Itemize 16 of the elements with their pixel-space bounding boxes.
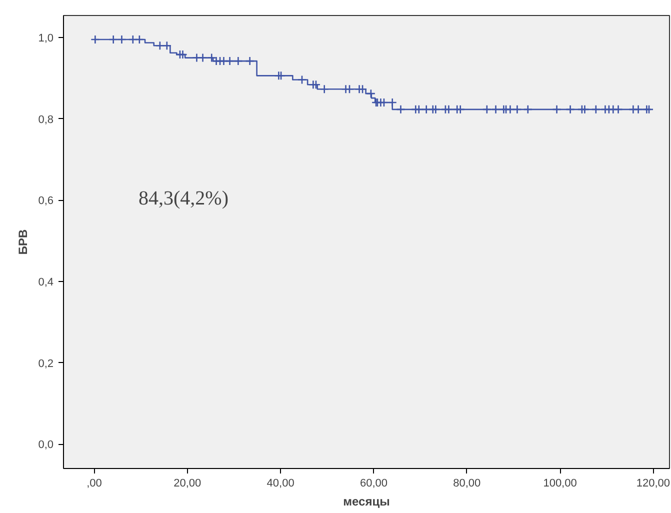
x-tick-label: 120,00 <box>636 478 670 490</box>
y-tick-label: 0,4 <box>38 276 54 288</box>
y-tick-label: 0,8 <box>38 114 54 126</box>
y-tick-label: 1,0 <box>38 32 54 44</box>
x-axis-title: месяцы <box>343 494 390 508</box>
x-tick-label: 80,00 <box>453 478 481 490</box>
x-tick-label: 40,00 <box>266 478 294 490</box>
y-tick-label: 0,2 <box>38 358 54 370</box>
x-tick-label: 100,00 <box>543 478 577 490</box>
x-tick-label: 20,00 <box>174 478 202 490</box>
y-tick-label: 0,6 <box>38 195 54 208</box>
x-tick-label: 60,00 <box>360 478 388 490</box>
y-axis-title: БРВ <box>16 229 30 255</box>
x-tick-label: ,00 <box>86 478 102 490</box>
y-tick-label: 0,0 <box>38 439 54 452</box>
annotation: 84,3(4,2%) <box>138 188 228 210</box>
